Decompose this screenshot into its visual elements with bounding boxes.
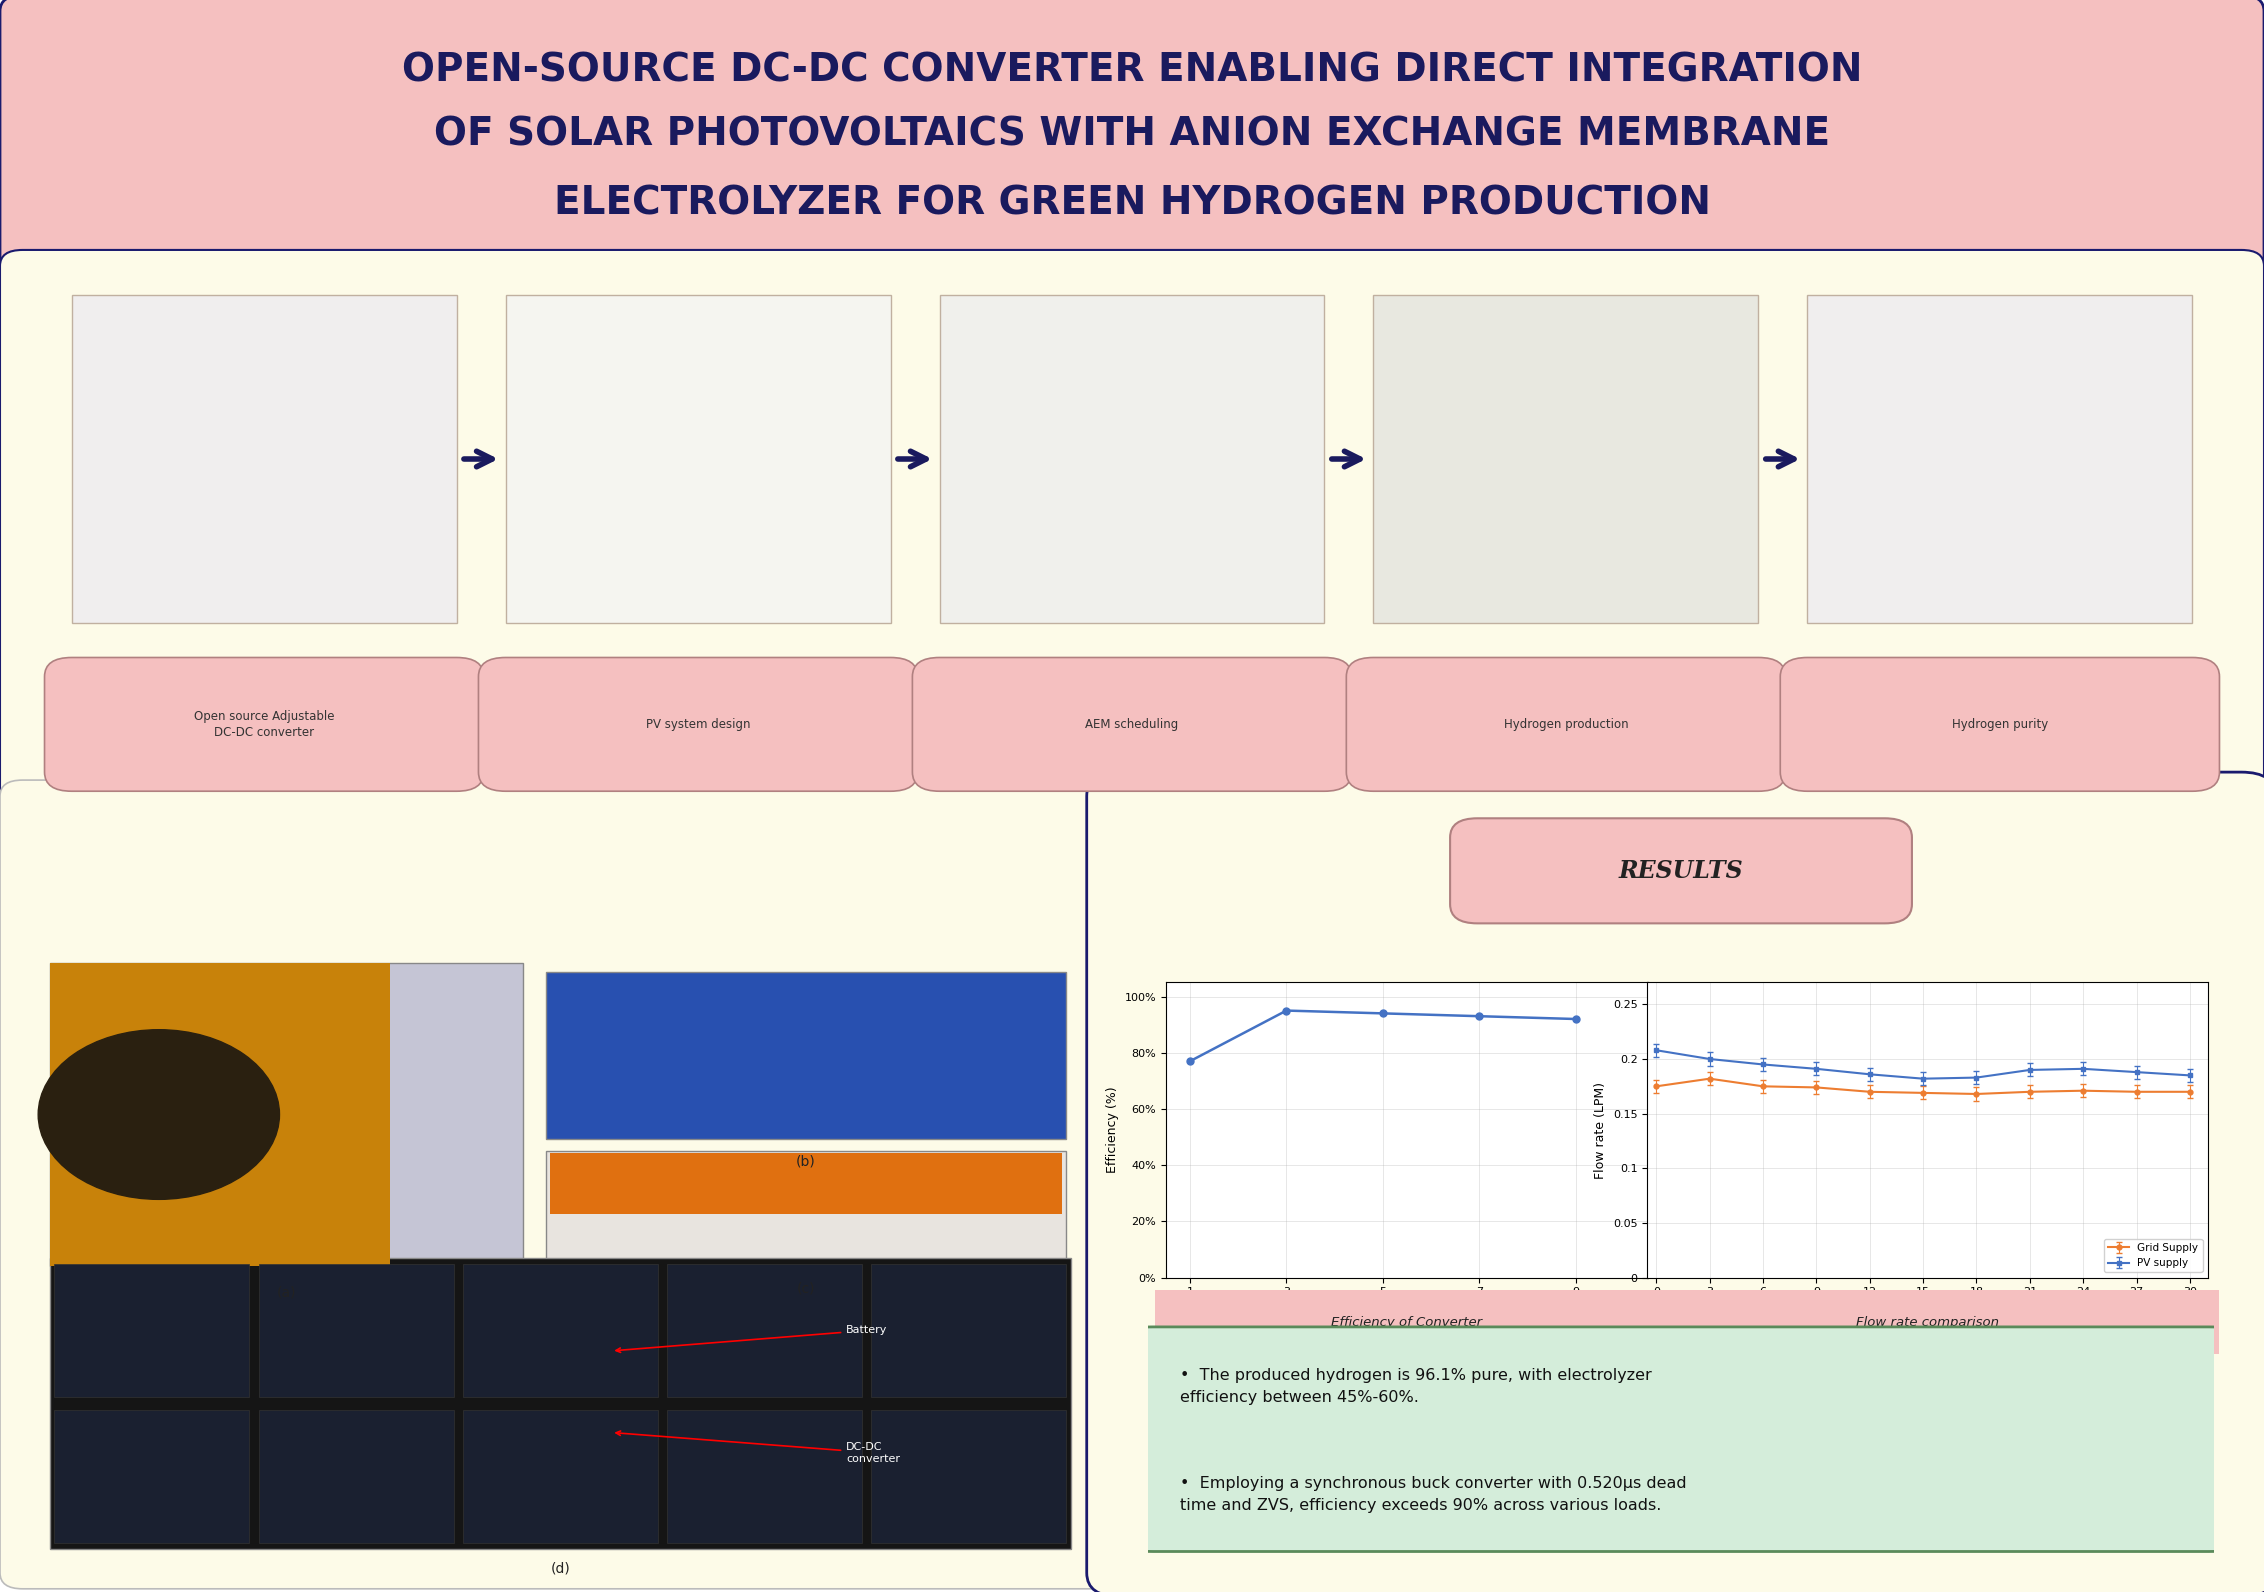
FancyBboxPatch shape — [50, 963, 523, 1266]
FancyBboxPatch shape — [668, 1264, 863, 1398]
Text: Hydrogen production: Hydrogen production — [1503, 718, 1628, 731]
FancyBboxPatch shape — [1449, 818, 1911, 923]
FancyBboxPatch shape — [1118, 1288, 1693, 1356]
FancyBboxPatch shape — [505, 295, 890, 624]
FancyBboxPatch shape — [462, 1264, 659, 1398]
Text: PV system design: PV system design — [645, 718, 749, 731]
FancyBboxPatch shape — [258, 1411, 453, 1543]
FancyBboxPatch shape — [478, 657, 917, 791]
FancyBboxPatch shape — [872, 1264, 1066, 1398]
X-axis label: Output current (A): Output current (A) — [1349, 1302, 1465, 1317]
FancyBboxPatch shape — [546, 973, 1066, 1138]
Text: (d): (d) — [550, 1562, 571, 1576]
FancyBboxPatch shape — [872, 1411, 1066, 1543]
FancyBboxPatch shape — [668, 1411, 863, 1543]
Text: •  Employing a synchronous buck converter with 0.520μs dead
time and ZVS, effici: • Employing a synchronous buck converter… — [1180, 1476, 1687, 1512]
FancyBboxPatch shape — [1780, 657, 2219, 791]
FancyBboxPatch shape — [462, 1411, 659, 1543]
FancyBboxPatch shape — [1087, 772, 2264, 1592]
FancyBboxPatch shape — [546, 1151, 1066, 1266]
Text: OF SOLAR PHOTOVOLTAICS WITH ANION EXCHANGE MEMBRANE: OF SOLAR PHOTOVOLTAICS WITH ANION EXCHAN… — [435, 116, 1829, 153]
Text: Flow rate comparison: Flow rate comparison — [1856, 1315, 1999, 1329]
FancyBboxPatch shape — [258, 1264, 453, 1398]
Y-axis label: Flow rate (LPM): Flow rate (LPM) — [1594, 1081, 1607, 1178]
FancyBboxPatch shape — [50, 963, 389, 1266]
FancyBboxPatch shape — [54, 1411, 249, 1543]
Text: RESULTS: RESULTS — [1619, 858, 1743, 884]
Y-axis label: Efficiency (%): Efficiency (%) — [1107, 1087, 1118, 1173]
Text: ELECTROLYZER FOR GREEN HYDROGEN PRODUCTION: ELECTROLYZER FOR GREEN HYDROGEN PRODUCTI… — [552, 185, 1712, 223]
Text: Open source Adjustable
DC-DC converter: Open source Adjustable DC-DC converter — [195, 710, 335, 739]
Text: OPEN-SOURCE DC-DC CONVERTER ENABLING DIRECT INTEGRATION: OPEN-SOURCE DC-DC CONVERTER ENABLING DIR… — [401, 51, 1863, 89]
FancyBboxPatch shape — [940, 295, 1324, 624]
FancyBboxPatch shape — [1807, 295, 2192, 624]
FancyBboxPatch shape — [1347, 657, 1786, 791]
FancyBboxPatch shape — [0, 250, 2264, 804]
Text: •  The produced hydrogen is 96.1% pure, with electrolyzer
efficiency between 45%: • The produced hydrogen is 96.1% pure, w… — [1180, 1368, 1653, 1406]
Text: DC-DC
converter: DC-DC converter — [616, 1431, 901, 1463]
FancyBboxPatch shape — [72, 295, 457, 624]
FancyBboxPatch shape — [1596, 1288, 2259, 1356]
Text: (c): (c) — [797, 1282, 815, 1296]
FancyBboxPatch shape — [45, 657, 484, 791]
FancyBboxPatch shape — [1132, 1326, 2230, 1552]
Circle shape — [38, 1030, 278, 1199]
FancyBboxPatch shape — [50, 1258, 1071, 1549]
FancyBboxPatch shape — [1374, 295, 1759, 624]
FancyBboxPatch shape — [550, 1153, 1062, 1215]
Text: (a): (a) — [276, 1285, 297, 1299]
Text: (b): (b) — [797, 1154, 815, 1169]
FancyBboxPatch shape — [54, 1264, 249, 1398]
X-axis label: Time (minutes): Time (minutes) — [1879, 1302, 1974, 1317]
FancyBboxPatch shape — [912, 657, 1352, 791]
Text: Efficiency of Converter: Efficiency of Converter — [1331, 1315, 1483, 1329]
Text: Battery: Battery — [616, 1326, 887, 1352]
Text: AEM scheduling: AEM scheduling — [1084, 718, 1180, 731]
Legend: Grid Supply, PV supply: Grid Supply, PV supply — [2103, 1239, 2203, 1272]
Text: Hydrogen purity: Hydrogen purity — [1952, 718, 2049, 731]
FancyBboxPatch shape — [0, 780, 1121, 1589]
FancyBboxPatch shape — [0, 0, 2264, 274]
